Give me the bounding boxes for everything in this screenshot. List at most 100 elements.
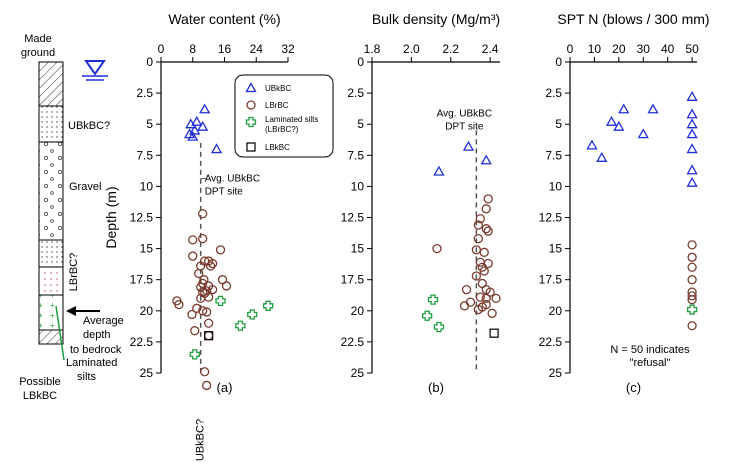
series-lbrbc (172, 209, 232, 391)
refusal-note: N = 50 indicates (610, 344, 690, 356)
data-point (483, 226, 493, 236)
legend-label: UBkBC (265, 84, 291, 93)
data-point (194, 268, 204, 279)
y-tick-label: 10 (140, 179, 154, 193)
avg-line-label: DPT site (445, 122, 484, 133)
panel-label: (c) (626, 380, 641, 395)
avg-line-label: Avg. UBkBC (437, 109, 492, 120)
data-point (203, 318, 214, 328)
data-point (190, 326, 200, 336)
data-point (479, 247, 489, 257)
y-tick-label: 25 (140, 366, 154, 380)
silts-label-line-1: Laminated (66, 357, 117, 369)
series-laminated-silts-lbrbc- (421, 294, 445, 333)
x-tick-label: 10 (588, 42, 602, 56)
y-tick-label: 5 (357, 117, 364, 131)
x-tick-label: 20 (612, 42, 626, 56)
data-point (473, 304, 483, 315)
ubkbc-rotated-note: UBkBC? (195, 419, 207, 461)
y-tick-label: 22.5 (130, 335, 154, 349)
data-point (201, 286, 212, 296)
made-ground-label-line-2: ground (21, 47, 55, 59)
y-tick-label: 0 (146, 55, 153, 69)
legend-label: LBkBC (265, 143, 290, 152)
y-tick-label: 17.5 (130, 273, 154, 287)
data-point (199, 275, 209, 285)
x-tick-label: 2.2 (442, 42, 459, 56)
layer-lbrbc-upper (38, 239, 64, 268)
y-tick-label: 5 (146, 117, 153, 131)
y-tick-label: 2.5 (136, 86, 153, 100)
x-tick-label: 24 (250, 42, 264, 56)
y-tick-label: 15 (351, 242, 365, 256)
data-point (481, 293, 491, 304)
y-tick-label: 15 (549, 242, 563, 256)
x-tick-label: 1.8 (364, 42, 381, 56)
y-tick-label: 7.5 (136, 148, 153, 162)
legend-marker (246, 142, 256, 152)
data-point (473, 233, 483, 244)
data-point (247, 309, 258, 320)
panel-spt-n: SPT N (blows / 300 mm) 0 10 20 30 40 50 0 2.5 5 7.… (539, 11, 710, 395)
data-point (459, 301, 470, 311)
data-point (191, 115, 203, 126)
data-point (480, 154, 492, 165)
data-point (427, 294, 439, 305)
legend-marker (246, 100, 256, 110)
layer-gravel (38, 141, 64, 241)
data-point (687, 294, 697, 305)
data-point (192, 303, 202, 313)
y-tick-label: 22.5 (341, 335, 365, 349)
data-point (198, 209, 208, 219)
layer-made-ground (38, 61, 64, 107)
bedrock-label-line-3: to bedrock (70, 344, 122, 356)
data-point (200, 367, 210, 377)
data-point (687, 275, 697, 285)
legend-label: (LBrBC?) (265, 125, 299, 134)
silts-label-line-2: silts (77, 371, 96, 383)
x-tick-label: 0 (158, 42, 165, 56)
data-point (686, 164, 698, 175)
panel-bulk-density: Bulk density (Mg/m³) 1.8 2.0 2.2 2.4 0 2.5 5 7.5… (341, 11, 501, 395)
data-point (421, 310, 433, 321)
data-point (207, 258, 218, 269)
data-point (189, 349, 200, 360)
panel-label: (b) (428, 380, 444, 395)
data-point (687, 321, 697, 331)
series-lbkbc (203, 331, 214, 341)
lbkbc-label-line-2: LBkBC (23, 390, 57, 402)
data-point (613, 120, 625, 131)
data-point (475, 292, 485, 302)
x-tick-label: 40 (661, 42, 675, 56)
data-point (185, 118, 197, 129)
data-point (465, 297, 476, 307)
data-point (198, 306, 208, 316)
series-lbrbc (687, 240, 697, 331)
data-point (686, 118, 698, 129)
data-point (489, 328, 499, 338)
chart-title: Water content (%) (168, 11, 280, 27)
lbkbc-label-line-1: Possible (19, 376, 61, 388)
data-point (483, 258, 493, 269)
y-tick-label: 15 (140, 242, 154, 256)
x-tick-label: 0 (567, 42, 574, 56)
y-tick-label: 12.5 (130, 211, 154, 225)
data-point (686, 176, 698, 187)
data-point (433, 165, 445, 176)
data-point (201, 307, 212, 317)
x-tick-label: 16 (218, 42, 232, 56)
data-point (475, 257, 485, 267)
x-tick-label: 32 (281, 42, 295, 56)
data-point (647, 103, 659, 114)
y-tick-label: 2.5 (545, 86, 562, 100)
y-tick-label: 0 (357, 55, 364, 69)
y-tick-label: 12.5 (341, 211, 365, 225)
layer-ubkbc (38, 105, 64, 143)
data-point (263, 300, 274, 311)
data-point (586, 139, 598, 150)
data-point (687, 252, 697, 262)
y-tick-label: 2.5 (347, 86, 364, 100)
chart-title: Bulk density (Mg/m³) (372, 11, 500, 27)
y-tick-label: 22.5 (539, 335, 563, 349)
